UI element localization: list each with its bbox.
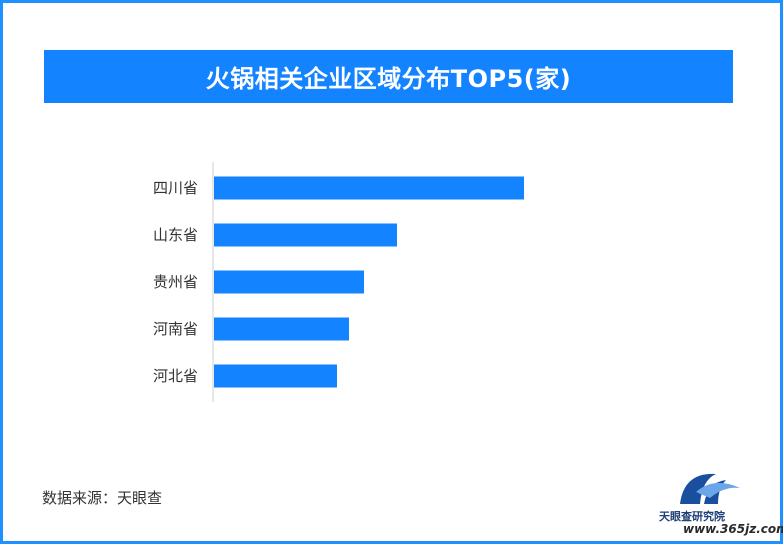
logo-name: 天眼查研究院 [659, 510, 725, 523]
bar-5 [214, 364, 337, 388]
bars-group [214, 176, 524, 388]
category-label: 山东省 [153, 226, 198, 244]
bar-1 [214, 176, 524, 200]
bar-2 [214, 223, 397, 247]
tianyancha-logo-icon [680, 473, 740, 504]
category-label: 四川省 [153, 179, 198, 197]
bar-3 [214, 270, 364, 294]
category-label: 河北省 [153, 367, 198, 385]
data-source: 数据来源：天眼查 [42, 489, 163, 507]
title-bar: 火锅相关企业区域分布TOP5(家) [44, 50, 733, 103]
watermark: www.365jz.com [683, 522, 783, 536]
category-label: 贵州省 [153, 273, 198, 291]
chart-title: 火锅相关企业区域分布TOP5(家) [205, 65, 572, 93]
bar-4 [214, 317, 349, 341]
category-label: 河南省 [153, 320, 198, 338]
tianyancha-logo: 天眼查研究院 [654, 468, 780, 538]
